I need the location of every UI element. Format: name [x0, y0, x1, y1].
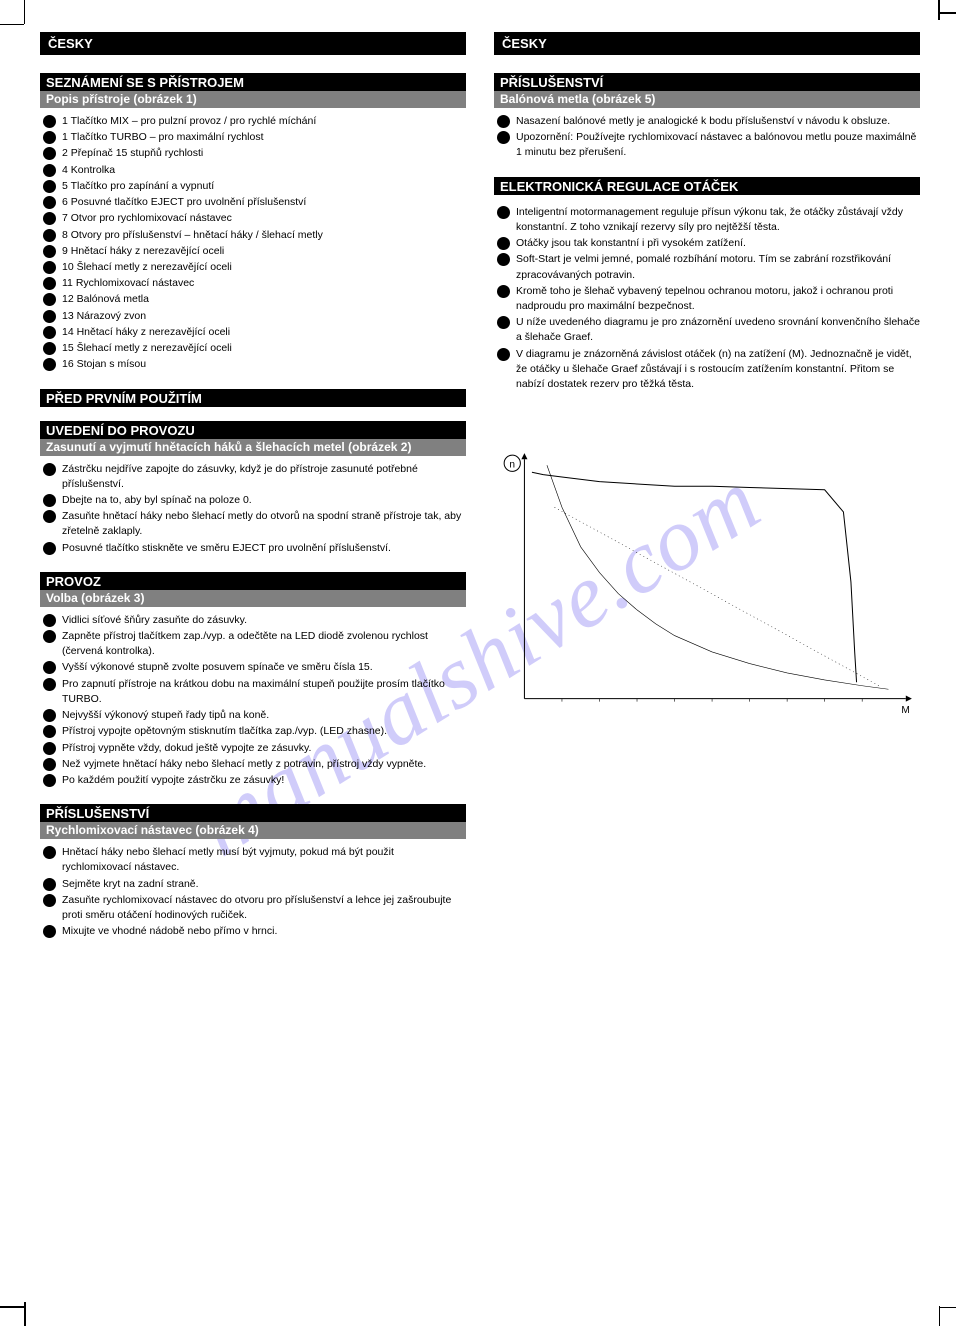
list-item: Zapněte přístroj tlačítkem zap./vyp. a o…: [40, 629, 466, 659]
list-item: Mixujte ve vhodné nádobě nebo přímo v hr…: [40, 924, 466, 939]
right-language-bar: ČESKY: [494, 32, 920, 55]
left-s3-heading-black: UVEDENÍ DO PROVOZU: [40, 421, 466, 439]
left-s1-heading-black: SEZNÁMENÍ SE S PŘÍSTROJEM: [40, 73, 466, 91]
list-item: U níže uvedeného diagramu je pro znázorn…: [494, 315, 920, 345]
list-item: 14 Hnětací háky z nerezavějící oceli: [40, 325, 466, 340]
list-item: 8 Otvory pro příslušenství – hnětací hák…: [40, 228, 466, 243]
right-s1-heading-grey: Balónová metla (obrázek 5): [494, 91, 920, 108]
list-item: 1 Tlačítko MIX – pro pulzní provoz / pro…: [40, 114, 466, 129]
svg-text:n: n: [509, 460, 515, 471]
list-item: V diagramu je znázorněná závislost otáče…: [494, 347, 920, 393]
chart-svg: nM: [494, 452, 920, 722]
list-item: Hnětací háky nebo šlehací metly musí být…: [40, 845, 466, 875]
list-item: Pro zapnutí přístroje na krátkou dobu na…: [40, 677, 466, 707]
list-item: 5 Tlačítko pro zapínání a vypnutí: [40, 179, 466, 194]
list-item: Otáčky jsou tak konstantní i při vysokém…: [494, 236, 920, 251]
list-item: 13 Nárazový zvon: [40, 309, 466, 324]
list-item: 11 Rychlomixovací nástavec: [40, 276, 466, 291]
list-item: 16 Stojan s mísou: [40, 357, 466, 372]
left-s5-list: Hnětací háky nebo šlehací metly musí být…: [40, 845, 466, 939]
list-item: Vyšší výkonové stupně zvolte posuvem spí…: [40, 660, 466, 675]
left-s3-heading-grey: Zasunutí a vyjmutí hnětacích háků a šleh…: [40, 439, 466, 456]
right-s2-heading-black: ELEKTRONICKÁ REGULACE OTÁČEK: [494, 177, 920, 195]
left-s4-list: Vidlici síťové šňůry zasuňte do zásuvky.…: [40, 613, 466, 788]
list-item: Kromě toho je šlehač vybavený tepelnou o…: [494, 284, 920, 314]
left-s4-heading-black: PROVOZ: [40, 572, 466, 590]
left-s5-heading-black: PŘÍSLUŠENSTVÍ: [40, 804, 466, 822]
list-item: Zasuňte rychlomixovací nástavec do otvor…: [40, 893, 466, 923]
list-item: Sejměte kryt na zadní straně.: [40, 877, 466, 892]
list-item: Zasuňte hnětací háky nebo šlehací metly …: [40, 509, 466, 539]
left-s4-heading-grey: Volba (obrázek 3): [40, 590, 466, 607]
list-item: Vidlici síťové šňůry zasuňte do zásuvky.: [40, 613, 466, 628]
list-item: Soft-Start je velmi jemné, pomalé rozbíh…: [494, 252, 920, 282]
list-item: Přístroj vypojte opětovným stisknutím tl…: [40, 724, 466, 739]
list-item: Než vyjmete hnětací háky nebo šlehací me…: [40, 757, 466, 772]
list-item: Nejvyšší výkonový stupeň řady tipů na ko…: [40, 708, 466, 723]
list-item: Posuvné tlačítko stiskněte ve směru EJEC…: [40, 541, 466, 556]
left-s5-heading-grey: Rychlomixovací nástavec (obrázek 4): [40, 822, 466, 839]
list-item: Zástrčku nejdříve zapojte do zásuvky, kd…: [40, 462, 466, 492]
left-s3-list: Zástrčku nejdříve zapojte do zásuvky, kd…: [40, 462, 466, 556]
list-item: 7 Otvor pro rychlomixovací nástavec: [40, 211, 466, 226]
right-column: ČESKY PŘÍSLUŠENSTVÍ Balónová metla (obrá…: [494, 32, 920, 1294]
list-item: Po každém použití vypojte zástrčku ze zá…: [40, 773, 466, 788]
left-s2-heading-black: PŘED PRVNÍM POUŽITÍM: [40, 389, 466, 407]
list-item: Přístroj vypněte vždy, dokud ještě vypoj…: [40, 741, 466, 756]
list-item: Inteligentní motormanagement reguluje př…: [494, 205, 920, 235]
right-s2-list: Inteligentní motormanagement reguluje př…: [494, 205, 920, 393]
list-item: Upozornění: Používejte rychlomixovací ná…: [494, 130, 920, 160]
list-item: 2 Přepínač 15 stupňů rychlosti: [40, 146, 466, 161]
list-item: Nasazení balónové metly je analogické k …: [494, 114, 920, 129]
left-s1-list: 1 Tlačítko MIX – pro pulzní provoz / pro…: [40, 114, 466, 373]
right-s1-list: Nasazení balónové metly je analogické k …: [494, 114, 920, 161]
list-item: 10 Šlehací metly z nerezavějící oceli: [40, 260, 466, 275]
list-item: 4 Kontrolka: [40, 163, 466, 178]
left-language-bar: ČESKY: [40, 32, 466, 55]
list-item: 15 Šlehací metly z nerezavějící oceli: [40, 341, 466, 356]
left-column: ČESKY SEZNÁMENÍ SE S PŘÍSTROJEM Popis př…: [40, 32, 466, 1294]
list-item: 1 Tlačítko TURBO – pro maximální rychlos…: [40, 130, 466, 145]
list-item: 12 Balónová metla: [40, 292, 466, 307]
torque-rpm-chart: nM: [494, 452, 920, 722]
list-item: 9 Hnětací háky z nerezavějící oceli: [40, 244, 466, 259]
list-item: 6 Posuvné tlačítko EJECT pro uvolnění př…: [40, 195, 466, 210]
svg-text:M: M: [901, 705, 909, 716]
right-s1-heading-black: PŘÍSLUŠENSTVÍ: [494, 73, 920, 91]
list-item: Dbejte na to, aby byl spínač na poloze 0…: [40, 493, 466, 508]
left-s1-heading-grey: Popis přístroje (obrázek 1): [40, 91, 466, 108]
